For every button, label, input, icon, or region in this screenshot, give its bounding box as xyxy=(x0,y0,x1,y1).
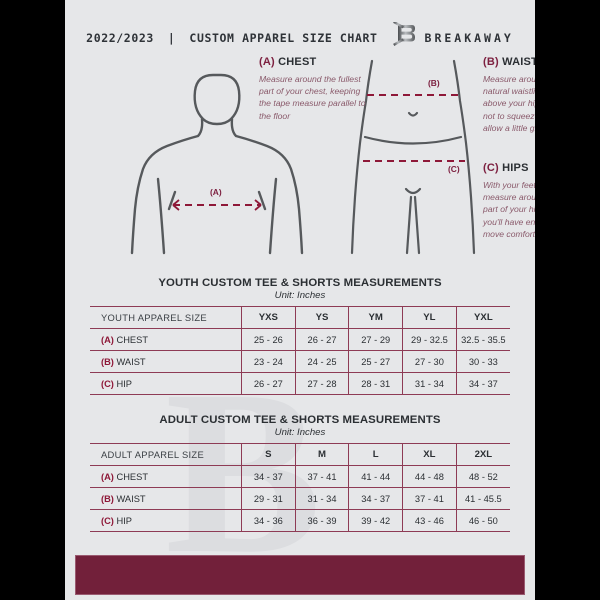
youth-hip-yl: 31 - 34 xyxy=(402,372,457,395)
adult-waist-s: 29 - 31 xyxy=(241,487,296,510)
youth-waist-ys: 24 - 25 xyxy=(295,350,350,373)
chest-marker-label: (A) xyxy=(210,187,222,197)
adult-waist-m: 31 - 34 xyxy=(295,487,350,510)
youth-waist-yl: 27 - 30 xyxy=(402,350,457,373)
adult-waist-l: 34 - 37 xyxy=(348,487,404,510)
adult-size-m: M xyxy=(295,443,350,466)
adult-table-unit: Unit: Inches xyxy=(274,427,326,438)
youth-hip-yxl: 34 - 37 xyxy=(456,372,510,395)
youth-size-ys: YS xyxy=(295,306,350,329)
adult-row-header-label: ADULT APPAREL SIZE xyxy=(90,443,242,466)
callout-chest-description: Measure around the fullest part of your … xyxy=(259,74,366,121)
youth-hip-label: (C) HIP xyxy=(90,372,242,395)
youth-size-yl: YL xyxy=(402,306,457,329)
adult-size-2xl: 2XL xyxy=(456,443,510,466)
youth-chest-ym: 27 - 29 xyxy=(348,328,404,351)
callout-waist-heading: (B) WAIST xyxy=(483,56,535,68)
adult-chest-l: 41 - 44 xyxy=(348,465,404,488)
youth-waist-ym: 25 - 27 xyxy=(348,350,404,373)
youth-waist-yxl: 30 - 33 xyxy=(456,350,510,373)
adult-hip-s: 34 - 36 xyxy=(241,509,296,532)
table-row: (C) HIP 26 - 27 27 - 28 28 - 31 31 - 34 … xyxy=(90,372,510,395)
table-row: (A) CHEST 25 - 26 26 - 27 27 - 29 29 - 3… xyxy=(90,328,510,351)
youth-chest-yl: 29 - 32.5 xyxy=(402,328,457,351)
table-header-row: YOUTH APPAREL SIZE YXS YS YM YL YXL xyxy=(90,306,510,329)
adult-waist-label: (B) WAIST xyxy=(90,487,242,510)
callout-chest: (A) CHEST Measure around the fullest par… xyxy=(259,56,371,122)
adult-chest-m: 37 - 41 xyxy=(295,465,350,488)
hips-marker-label: (C) xyxy=(448,164,460,174)
adult-waist-xl: 37 - 41 xyxy=(402,487,457,510)
youth-hip-yxs: 26 - 27 xyxy=(241,372,296,395)
callout-hips-heading: (C) HIPS xyxy=(483,162,529,174)
page-title: CUSTOM APPAREL SIZE CHART xyxy=(189,30,378,45)
youth-row-header-label: YOUTH APPAREL SIZE xyxy=(90,306,242,329)
brand-lockup: BREAKAWAY xyxy=(392,20,514,53)
adult-size-table: ADULT APPAREL SIZE S M L XL 2XL (A) CHES… xyxy=(90,443,510,532)
header-season: 2022/2023 xyxy=(86,30,154,45)
waist-marker-label: (B) xyxy=(428,78,440,88)
footer-banner xyxy=(75,555,525,595)
table-row: (A) CHEST 34 - 37 37 - 41 41 - 44 44 - 4… xyxy=(90,465,510,488)
page-header: 2022/2023 | CUSTOM APPAREL SIZE CHART xyxy=(65,0,535,53)
adult-hip-2xl: 46 - 50 xyxy=(456,509,510,532)
youth-hip-ys: 27 - 28 xyxy=(295,372,350,395)
adult-hip-l: 39 - 42 xyxy=(348,509,404,532)
youth-waist-yxs: 23 - 24 xyxy=(241,350,296,373)
table-row: (B) WAIST 23 - 24 24 - 25 25 - 27 27 - 3… xyxy=(90,350,510,373)
table-row: (B) WAIST 29 - 31 31 - 34 34 - 37 37 - 4… xyxy=(90,487,510,510)
adult-chest-xl: 44 - 48 xyxy=(402,465,457,488)
adult-size-s: S xyxy=(241,443,296,466)
youth-table-title: YOUTH CUSTOM TEE & SHORTS MEASUREMENTS xyxy=(158,277,442,289)
youth-hip-ym: 28 - 31 xyxy=(348,372,404,395)
youth-chest-ys: 26 - 27 xyxy=(295,328,350,351)
table-header-row: ADULT APPAREL SIZE S M L XL 2XL xyxy=(90,443,510,466)
callout-chest-heading: (A) CHEST xyxy=(259,56,317,68)
youth-size-ym: YM xyxy=(348,306,404,329)
breakaway-b-logo-icon xyxy=(392,20,416,53)
adult-chest-s: 34 - 37 xyxy=(241,465,296,488)
brand-name: BREAKAWAY xyxy=(424,30,514,45)
youth-waist-label: (B) WAIST xyxy=(90,350,242,373)
adult-size-l: L xyxy=(348,443,404,466)
callout-waist-description: Measure around your natural waistline – … xyxy=(483,74,535,133)
youth-chest-yxs: 25 - 26 xyxy=(241,328,296,351)
adult-table-title: ADULT CUSTOM TEE & SHORTS MEASUREMENTS xyxy=(159,414,441,426)
body-figures xyxy=(130,59,476,255)
adult-chest-2xl: 48 - 52 xyxy=(456,465,510,488)
youth-chest-label: (A) CHEST xyxy=(90,328,242,351)
header-separator: | xyxy=(167,30,176,45)
measurement-diagram: (A) (B) (C) (A) CHEST Measure around the… xyxy=(65,56,535,269)
adult-waist-2xl: 41 - 45.5 xyxy=(456,487,510,510)
adult-size-xl: XL xyxy=(402,443,457,466)
adult-chest-label: (A) CHEST xyxy=(90,465,242,488)
callout-hips-description: With your feet together, measure around … xyxy=(483,180,535,239)
table-row: (C) HIP 34 - 36 36 - 39 39 - 42 43 - 46 … xyxy=(90,509,510,532)
adult-hip-label: (C) HIP xyxy=(90,509,242,532)
adult-hip-xl: 43 - 46 xyxy=(402,509,457,532)
size-chart-page: B 2022/2023 | CUSTOM APPAREL SIZE CHART xyxy=(65,0,535,600)
youth-chest-yxl: 32.5 - 35.5 xyxy=(456,328,510,351)
youth-size-yxs: YXS xyxy=(241,306,296,329)
youth-size-yxl: YXL xyxy=(456,306,510,329)
youth-size-table: YOUTH APPAREL SIZE YXS YS YM YL YXL (A) … xyxy=(90,306,510,395)
youth-table-unit: Unit: Inches xyxy=(274,290,326,301)
youth-table-block: YOUTH CUSTOM TEE & SHORTS MEASUREMENTS U… xyxy=(65,277,535,395)
adult-table-block: ADULT CUSTOM TEE & SHORTS MEASUREMENTS U… xyxy=(65,414,535,532)
callout-hips: (C) HIPS With your feet together, measur… xyxy=(483,162,535,240)
callout-waist: (B) WAIST Measure around your natural wa… xyxy=(483,56,535,134)
adult-hip-m: 36 - 39 xyxy=(295,509,350,532)
